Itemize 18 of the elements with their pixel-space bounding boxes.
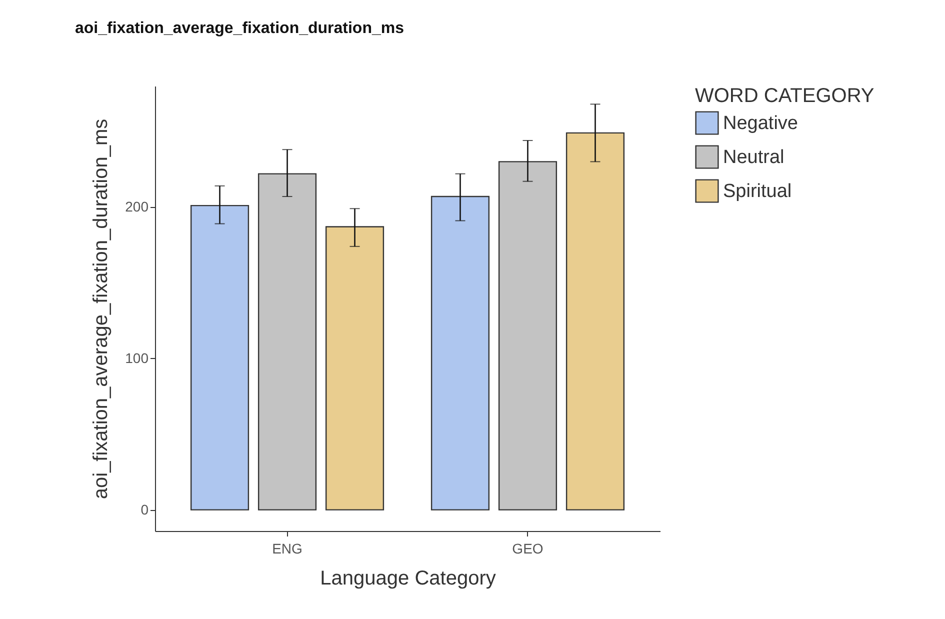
y-axis-title: aoi_fixation_average_fixation_duration_ms — [90, 118, 112, 500]
x-tick-label: ENG — [272, 540, 302, 556]
bar — [430, 196, 490, 510]
bar — [498, 161, 558, 510]
legend-label: Neutral — [723, 147, 784, 168]
bar — [566, 132, 625, 510]
y-tick-label: 200 — [125, 198, 149, 215]
y-tick-label: 100 — [125, 350, 149, 366]
chart-title: aoi_fixation_average_fixation_duration_ms — [75, 20, 404, 37]
bar — [325, 226, 384, 510]
bar — [258, 173, 317, 510]
legend-label: Spiritual — [723, 181, 792, 202]
y-tick-label: 0 — [140, 501, 149, 518]
bar — [190, 204, 250, 510]
x-tick-label: GEO — [512, 540, 544, 556]
x-axis-title: Language Category — [320, 568, 496, 590]
legend-title: WORD CATEGORY — [695, 85, 874, 107]
legend-label: Negative — [723, 113, 798, 134]
